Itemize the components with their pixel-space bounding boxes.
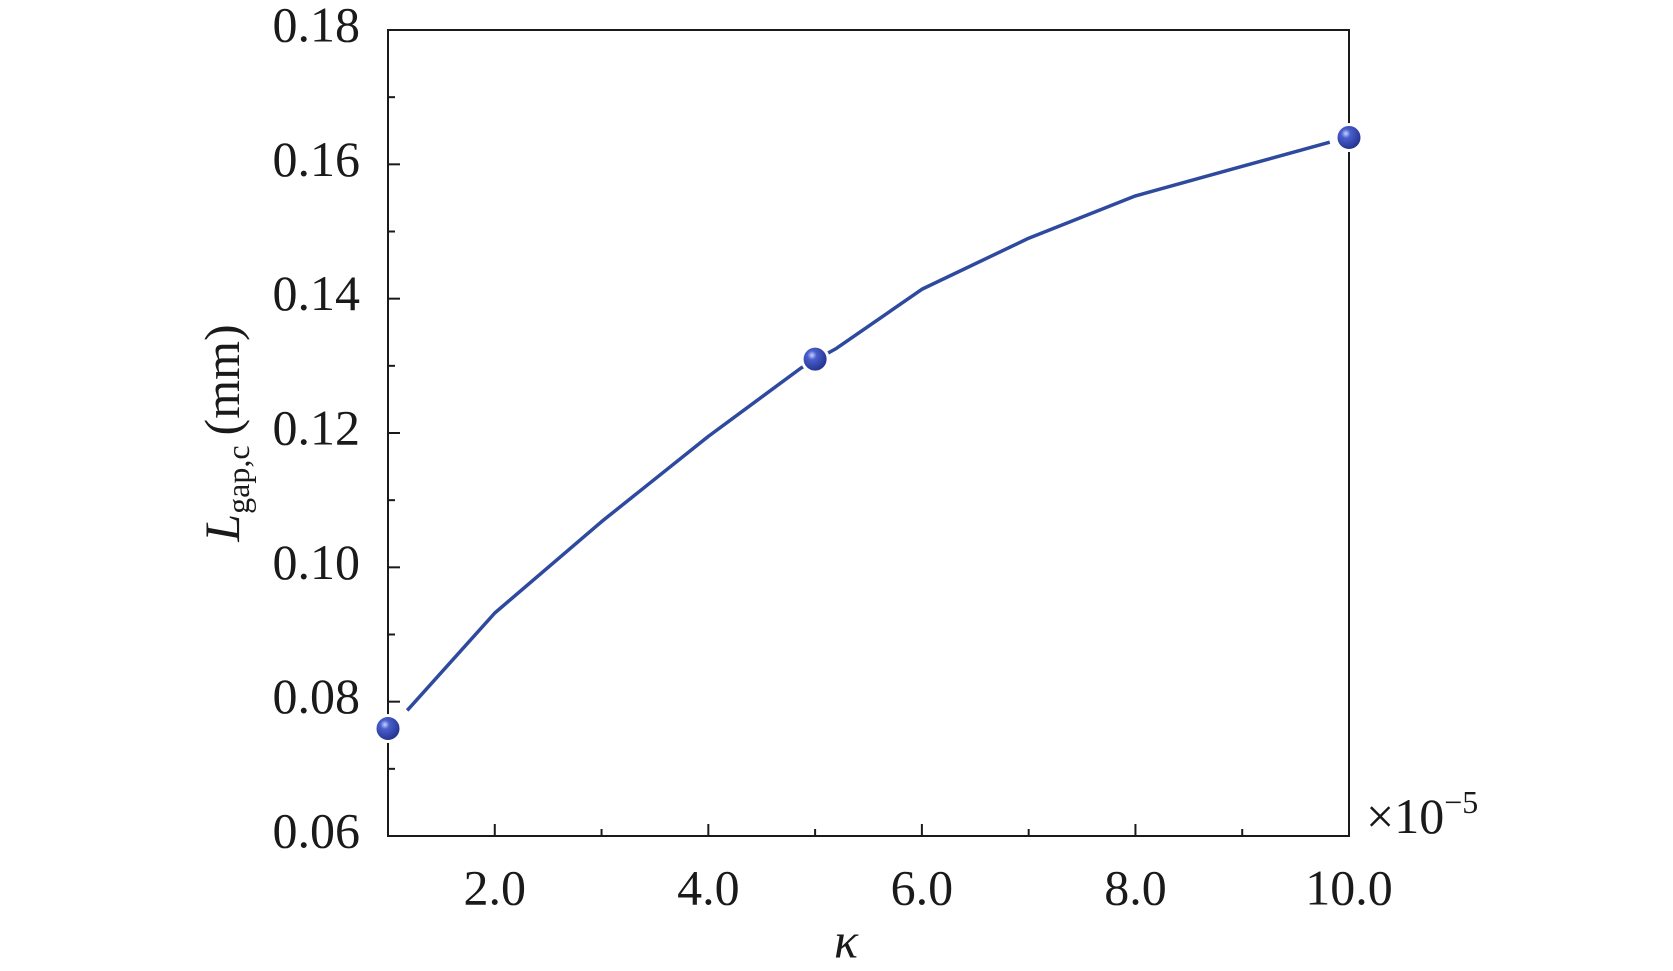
x-tick-label: 8.0 [1104, 859, 1167, 915]
x-scale-base: ×10 [1366, 788, 1444, 844]
y-tick-label: 0.14 [273, 265, 361, 321]
x-scale-exponent: −5 [1444, 784, 1478, 820]
data-point [1334, 122, 1364, 152]
y-axis-label: Lgap,c (mm) [194, 324, 256, 542]
y-label-subscript: gap,c [220, 445, 256, 513]
fit-line [405, 140, 1331, 712]
x-tick-label: 4.0 [677, 859, 740, 915]
x-tick-label: 10.0 [1305, 859, 1393, 915]
y-tick-label: 0.18 [273, 0, 361, 52]
y-label-symbol: L [194, 514, 250, 543]
y-tick-label: 0.16 [273, 131, 361, 187]
y-tick-label: 0.10 [273, 534, 361, 590]
data-point [800, 344, 830, 374]
x-tick-label: 2.0 [464, 859, 527, 915]
y-tick-label: 0.06 [273, 802, 361, 858]
y-tick-label: 0.08 [273, 668, 361, 724]
x-axis-label: κ [834, 912, 859, 968]
plot-frame [387, 29, 1350, 837]
data-point [373, 714, 403, 744]
y-tick-label: 0.12 [273, 399, 361, 455]
y-label-unit: (mm) [194, 324, 250, 435]
x-tick-label: 6.0 [891, 859, 954, 915]
x-scale-factor: ×10−5 [1366, 784, 1478, 844]
